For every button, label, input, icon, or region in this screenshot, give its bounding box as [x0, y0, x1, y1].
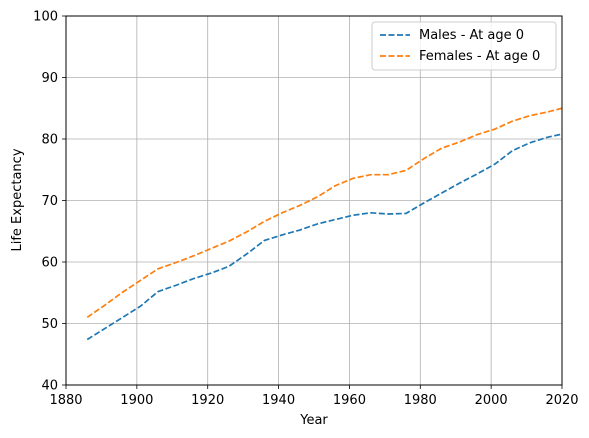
y-tick-label: 40: [41, 379, 58, 394]
x-axis-ticks: 1880 1900 1920 1940 1960 1980 2000 2020: [49, 385, 579, 408]
series-line-females: [86, 107, 563, 319]
legend-label-females: Females - At age 0: [419, 49, 540, 64]
x-axis-label: Year: [299, 413, 328, 428]
y-tick-label: 100: [33, 10, 58, 25]
y-axis-label: Life Expectancy: [10, 148, 25, 251]
y-tick-label: 60: [41, 256, 58, 271]
y-tick-label: 90: [41, 71, 58, 86]
x-tick-label: 1980: [404, 393, 437, 408]
y-tick-label: 80: [41, 133, 58, 148]
x-tick-label: 1880: [49, 393, 82, 408]
x-tick-label: 1920: [191, 393, 224, 408]
x-tick-label: 2000: [475, 393, 508, 408]
x-tick-label: 1940: [262, 393, 295, 408]
legend-label-males: Males - At age 0: [419, 28, 524, 43]
x-tick-label: 1900: [120, 393, 153, 408]
legend-frame: [371, 21, 557, 71]
series-line-males: [86, 133, 563, 341]
series-lines: [86, 107, 563, 341]
y-tick-label: 50: [41, 317, 58, 332]
y-tick-label: 70: [41, 194, 58, 209]
y-axis-ticks: 40 50 60 70 80 90 100: [33, 10, 66, 394]
legend: Males - At age 0 Females - At age 0: [371, 21, 557, 71]
x-tick-label: 1960: [333, 393, 366, 408]
x-tick-label: 2020: [545, 393, 578, 408]
